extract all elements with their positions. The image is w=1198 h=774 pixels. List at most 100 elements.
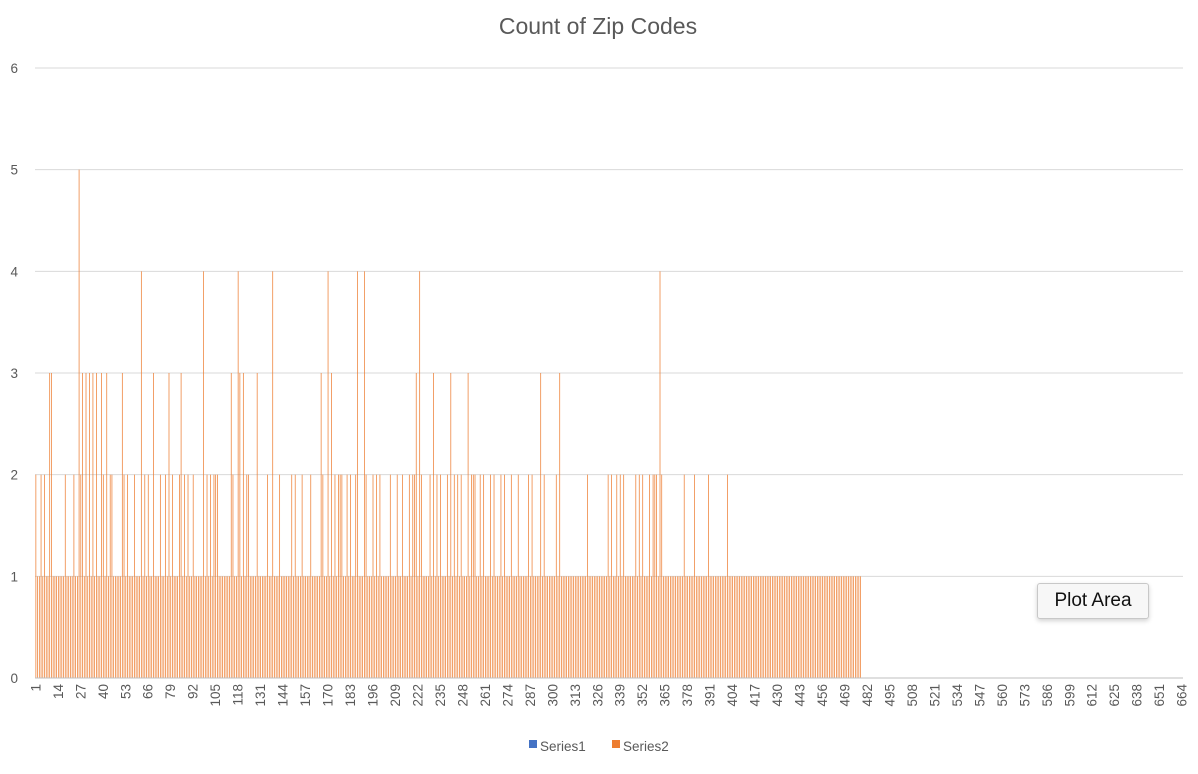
bar[interactable] — [230, 373, 232, 678]
bar[interactable] — [415, 373, 417, 678]
bar[interactable] — [585, 576, 587, 678]
bar[interactable] — [839, 576, 841, 678]
bar[interactable] — [258, 576, 260, 678]
bar[interactable] — [766, 576, 768, 678]
bar[interactable] — [607, 474, 609, 678]
bar[interactable] — [611, 474, 612, 678]
bar[interactable] — [799, 576, 801, 678]
bar[interactable] — [702, 576, 704, 678]
bar[interactable] — [239, 373, 241, 678]
bar[interactable] — [139, 576, 140, 678]
bar[interactable] — [671, 576, 673, 678]
bar[interactable] — [654, 474, 656, 678]
bar[interactable] — [561, 576, 562, 678]
bar[interactable] — [837, 576, 839, 678]
bar[interactable] — [540, 373, 542, 678]
bar[interactable] — [286, 576, 287, 678]
bar[interactable] — [600, 576, 602, 678]
bar[interactable] — [737, 576, 739, 678]
bar[interactable] — [255, 576, 256, 678]
bar[interactable] — [566, 576, 568, 678]
bar[interactable] — [381, 576, 383, 678]
bar[interactable] — [640, 576, 642, 678]
bar[interactable] — [483, 474, 485, 678]
bar[interactable] — [448, 576, 450, 678]
bar[interactable] — [306, 576, 308, 678]
bar[interactable] — [663, 576, 664, 678]
bar[interactable] — [502, 576, 504, 678]
bar[interactable] — [644, 576, 645, 678]
bar[interactable] — [267, 474, 268, 678]
bar[interactable] — [562, 576, 564, 678]
bar[interactable] — [134, 474, 135, 678]
bar[interactable] — [626, 576, 628, 678]
bar[interactable] — [849, 576, 851, 678]
bar[interactable] — [512, 576, 514, 678]
bar[interactable] — [298, 576, 300, 678]
bar[interactable] — [797, 576, 799, 678]
bar[interactable] — [758, 576, 759, 678]
bar[interactable] — [471, 474, 472, 678]
bar[interactable] — [756, 576, 758, 678]
bar[interactable] — [300, 576, 301, 678]
bar[interactable] — [293, 576, 294, 678]
bar[interactable] — [222, 576, 223, 678]
bar[interactable] — [106, 373, 108, 678]
bar[interactable] — [177, 576, 178, 678]
bar[interactable] — [753, 576, 754, 678]
bar[interactable] — [296, 576, 298, 678]
bar[interactable] — [236, 576, 237, 678]
bar[interactable] — [606, 576, 607, 678]
bar[interactable] — [733, 576, 735, 678]
bar[interactable] — [78, 169, 80, 679]
bar[interactable] — [140, 271, 142, 678]
bar[interactable] — [697, 576, 699, 678]
bar[interactable] — [625, 576, 626, 678]
bar[interactable] — [376, 474, 377, 678]
bar[interactable] — [284, 576, 286, 678]
bar[interactable] — [452, 576, 453, 678]
bar[interactable] — [785, 576, 787, 678]
bar[interactable] — [526, 576, 528, 678]
bar[interactable] — [210, 474, 211, 678]
bar[interactable] — [393, 576, 395, 678]
bar[interactable] — [301, 474, 303, 678]
bar[interactable] — [289, 576, 291, 678]
bar[interactable] — [433, 373, 434, 678]
bar[interactable] — [609, 576, 611, 678]
bar[interactable] — [820, 576, 822, 678]
bar[interactable] — [851, 576, 853, 678]
bar[interactable] — [673, 576, 675, 678]
bar[interactable] — [217, 474, 218, 678]
bar[interactable] — [417, 576, 419, 678]
bar[interactable] — [329, 576, 331, 678]
bar[interactable] — [244, 576, 246, 678]
bar[interactable] — [97, 576, 99, 678]
bar[interactable] — [440, 474, 441, 678]
bar[interactable] — [325, 576, 327, 678]
bar[interactable] — [291, 474, 293, 678]
bar[interactable] — [631, 576, 633, 678]
bar[interactable] — [344, 576, 346, 678]
bar[interactable] — [792, 576, 794, 678]
bar[interactable] — [45, 576, 47, 678]
bar[interactable] — [822, 576, 823, 678]
bar[interactable] — [647, 576, 649, 678]
bar[interactable] — [443, 576, 445, 678]
bar[interactable] — [770, 576, 772, 678]
bar[interactable] — [116, 576, 118, 678]
series2-bars[interactable] — [35, 169, 861, 679]
bar[interactable] — [405, 576, 407, 678]
bar[interactable] — [569, 576, 571, 678]
bar[interactable] — [855, 576, 856, 678]
bar[interactable] — [811, 576, 813, 678]
bar[interactable] — [353, 576, 355, 678]
bar[interactable] — [740, 576, 742, 678]
bar[interactable] — [782, 576, 784, 678]
bar[interactable] — [747, 576, 749, 678]
bar[interactable] — [583, 576, 585, 678]
bar[interactable] — [332, 576, 334, 678]
bar[interactable] — [168, 373, 170, 678]
bar[interactable] — [794, 576, 796, 678]
bar[interactable] — [853, 576, 855, 678]
